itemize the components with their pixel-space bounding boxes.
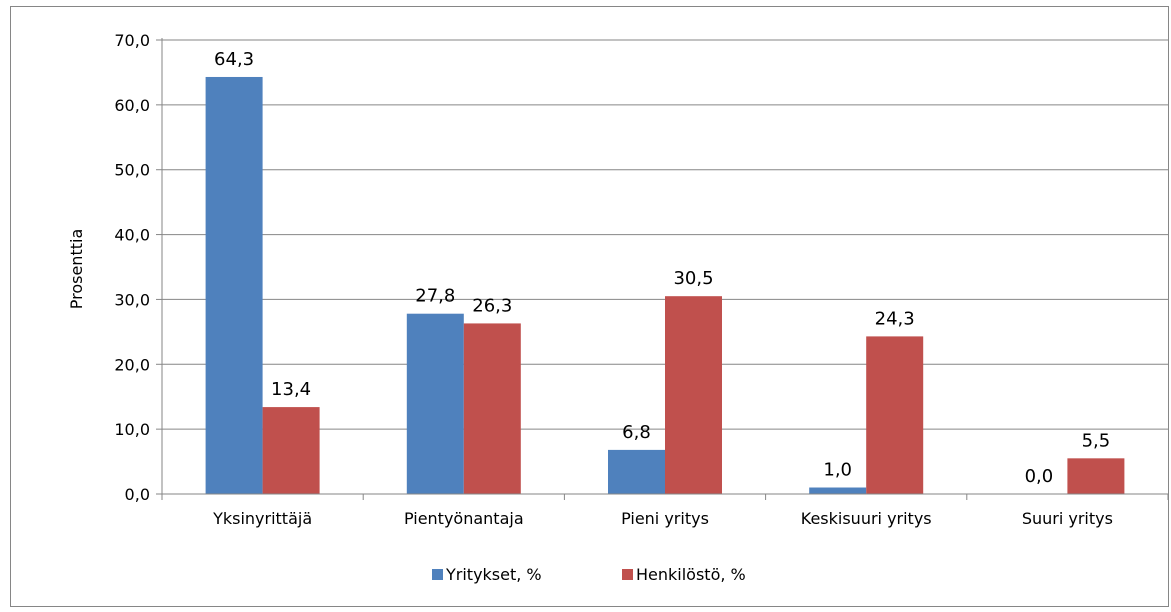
data-label: 0,0	[1025, 466, 1054, 487]
legend-label: Henkilöstö, %	[636, 565, 746, 584]
data-label: 24,3	[875, 308, 915, 329]
bar-series-2	[665, 296, 722, 494]
data-label: 6,8	[622, 422, 651, 443]
x-tick-label: Yksinyrittäjä	[212, 509, 312, 528]
y-tick-label: 20,0	[114, 355, 150, 374]
axes: 0,0 10,0 20,0 30,0 40,0 50,0 60,0 70,0 Yksinyrit…	[114, 31, 1169, 528]
data-label: 30,5	[673, 268, 713, 289]
chart-border	[10, 6, 1169, 607]
y-tick-label: 60,0	[114, 96, 150, 115]
bar-chart: 0,0 10,0 20,0 30,0 40,0 50,0 60,0 70,0 Yksinyrit…	[10, 6, 1169, 607]
x-tick-label: Pieni yritys	[621, 509, 709, 528]
legend: Yritykset, % Henkilöstö, %	[432, 565, 746, 584]
x-tick-label: Suuri yritys	[1022, 509, 1113, 528]
bar-series-2	[1067, 458, 1125, 494]
bar-series-2	[262, 407, 320, 494]
bar-series-1	[608, 449, 665, 494]
data-label: 1,0	[823, 460, 852, 481]
y-tick-label: 40,0	[114, 226, 150, 245]
data-label: 5,5	[1082, 430, 1111, 451]
y-tick-label: 10,0	[114, 420, 150, 439]
data-label: 64,3	[214, 49, 254, 70]
data-label: 13,4	[271, 379, 311, 400]
x-tick-label: Keskisuuri yritys	[801, 509, 932, 528]
legend-label: Yritykset, %	[445, 565, 542, 584]
y-axis-title: Prosenttia	[67, 229, 86, 310]
y-tick-label: 50,0	[114, 161, 150, 180]
bars	[205, 76, 1125, 495]
y-tick-label: 30,0	[114, 290, 150, 309]
bar-series-1	[406, 313, 464, 494]
bar-series-1	[809, 487, 867, 494]
data-labels: 64,3 13,4 27,8 26,3 6,8 30,5 1,0 24,3 0,0 5,5	[214, 49, 1110, 487]
bar-series-2	[866, 336, 924, 494]
x-tick-label: Pientyönantaja	[404, 509, 524, 528]
data-label: 26,3	[472, 295, 512, 316]
bar-series-2	[463, 323, 521, 494]
y-tick-label: 70,0	[114, 31, 150, 50]
bar-series-1	[205, 76, 263, 495]
data-label: 27,8	[415, 286, 455, 307]
legend-swatch	[432, 569, 443, 580]
legend-swatch	[622, 569, 633, 580]
y-tick-label: 0,0	[125, 485, 150, 504]
chart-container: 0,0 10,0 20,0 30,0 40,0 50,0 60,0 70,0 Yksinyrit…	[10, 6, 1170, 608]
